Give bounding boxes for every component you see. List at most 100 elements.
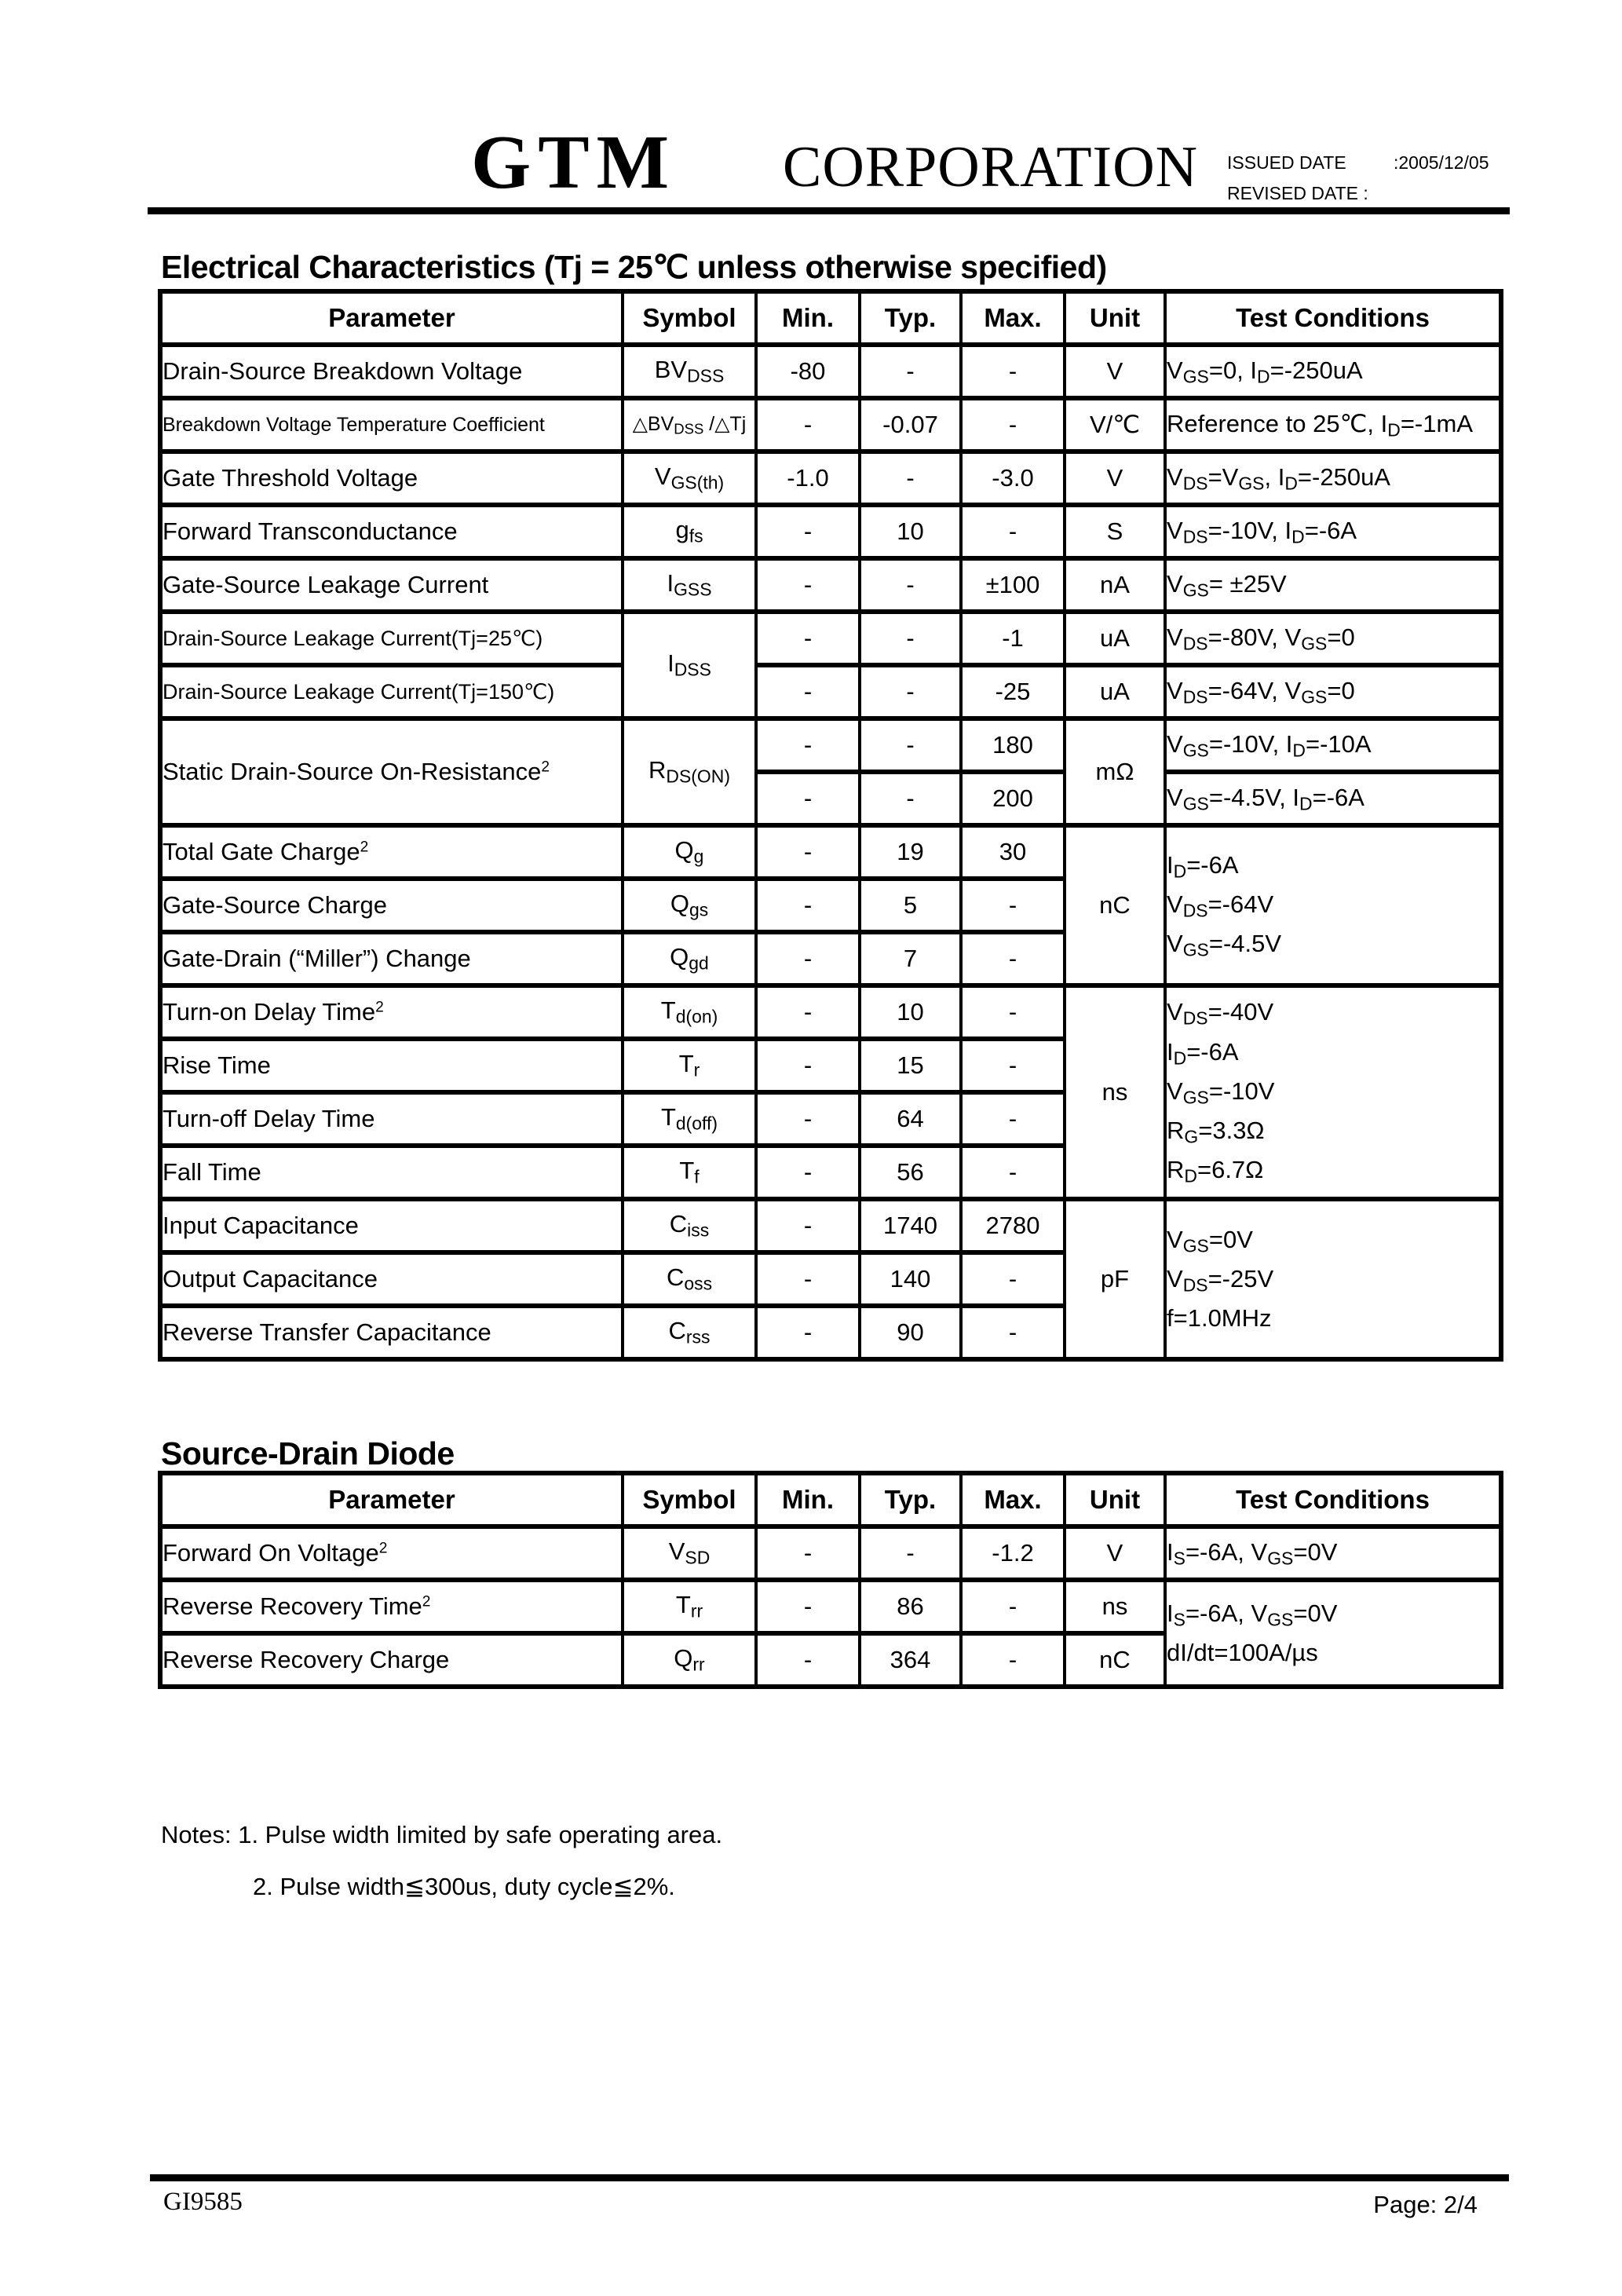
table-row: Turn-off Delay Time Td(off) -64- [159, 1090, 1501, 1148]
testcond-cell: VGS= ±25V [1164, 556, 1503, 614]
param-cell: Reverse Transfer Capacitance [159, 1303, 624, 1362]
spec-table: Parameter Symbol Min. Typ. Max. Unit Test Cond… [158, 1471, 1503, 1689]
symbol-cell: Tr [621, 1036, 758, 1095]
unit-cell: V [1063, 1524, 1167, 1582]
typ-cell: 64 [858, 1090, 963, 1148]
min-cell: -1.0 [754, 449, 861, 507]
col-header-unit: Unit [1063, 1471, 1167, 1529]
table-row: Turn-on Delay Time2 Td(on) -10- ns VDS=-40V I… [159, 983, 1503, 1201]
page-number: Page: 2/4 [1373, 2191, 1478, 2218]
unit-cell: nC [1063, 823, 1167, 988]
unit-cell: mΩ [1063, 716, 1167, 828]
testcond-cell: VGS=-4.5V, ID=-6A [1164, 770, 1503, 828]
symbol-cell: BVDSS [621, 342, 758, 400]
unit-cell: V/℃ [1063, 396, 1167, 454]
table-row: Gate-Source Leakage Current IGSS - - ±100 nA V… [159, 556, 1503, 614]
typ-cell: - [858, 609, 963, 667]
min-cell: - [754, 983, 861, 1041]
typ-cell: - [858, 663, 963, 721]
testcond-cell: VGS=0V VDS=-25V f=1.0MHz [1164, 1197, 1503, 1362]
col-header-max: Max. [959, 1471, 1066, 1529]
param-cell: Reverse Recovery Charge [159, 1631, 624, 1689]
param-cell: Fall Time [159, 1143, 624, 1201]
max-cell: - [959, 876, 1066, 934]
symbol-cell: Coss [621, 1250, 758, 1308]
col-header-typ: Typ. [858, 1471, 963, 1529]
col-header-typ: Typ. [858, 289, 963, 347]
min-cell: - [754, 1250, 861, 1308]
table-row: - -200 VGS=-4.5V, ID=-6A [160, 770, 1503, 828]
min-cell: - [754, 1143, 861, 1201]
min-cell: - [754, 930, 861, 988]
typ-cell: - [858, 556, 963, 614]
col-header-symbol: Symbol [621, 289, 758, 347]
symbol-cell: Tf [621, 1143, 758, 1201]
min-cell: - [754, 1303, 861, 1362]
symbol-cell: Td(off) [621, 1090, 758, 1148]
revised-date-row: REVISED DATE : [1227, 178, 1489, 209]
table-row: Drain-Source Leakage Current(Tj=150℃) - - -… [159, 663, 1503, 721]
param-cell: Drain-Source Breakdown Voltage [159, 342, 624, 400]
table-row: Reverse Recovery Time2 Trr -86- ns IS=-6A, V… [159, 1578, 1503, 1689]
min-cell: - [754, 1036, 861, 1095]
min-cell: - [754, 1524, 861, 1582]
min-cell: - [754, 1197, 861, 1255]
header-row: Parameter Symbol Min. Typ. Max. Unit Test Cond… [159, 289, 1503, 347]
max-cell: - [959, 503, 1066, 561]
typ-cell: 15 [858, 1036, 963, 1095]
min-cell: - [754, 1090, 861, 1148]
unit-cell: uA [1063, 609, 1167, 667]
unit-cell: ns [1063, 1578, 1167, 1636]
typ-cell: 7 [858, 930, 963, 988]
symbol-cell: Qg [621, 823, 758, 881]
param-cell: Gate-Source Charge [159, 876, 624, 934]
issued-date-value: :2005/12/05 [1394, 152, 1489, 173]
table-row: Reverse Transfer Capacitance Crss -90- [159, 1303, 1501, 1362]
symbol-cell: Td(on) [621, 983, 758, 1041]
param-cell: Drain-Source Leakage Current(Tj=150℃) [159, 663, 624, 721]
typ-cell: 10 [858, 503, 963, 561]
max-cell: - [959, 1578, 1066, 1636]
typ-cell: 5 [858, 876, 963, 934]
source-drain-diode-table: Parameter Symbol Min. Typ. Max. Unit Test Cond… [158, 1471, 1503, 1689]
testcond-cell: Reference to 25℃, ID=-1mA [1164, 396, 1503, 454]
col-header-min: Min. [754, 289, 861, 347]
unit-cell: V [1063, 449, 1167, 507]
testcond-cell: VDS=-64V, VGS=0 [1164, 663, 1503, 721]
max-cell: - [959, 1036, 1066, 1095]
max-cell: 30 [959, 823, 1066, 881]
issued-date-row: ISSUED DATE:2005/12/05 [1227, 148, 1489, 178]
min-cell: - [754, 876, 861, 934]
max-cell: - [959, 1631, 1066, 1689]
typ-cell: 86 [858, 1578, 963, 1636]
date-block: ISSUED DATE:2005/12/05 REVISED DATE : [1227, 148, 1489, 209]
footer-rule [150, 2174, 1509, 2181]
max-cell: 200 [959, 770, 1066, 828]
testcond-cell: IS=-6A, VGS=0V dI/dt=100A/µs [1164, 1578, 1503, 1689]
param-cell: Breakdown Voltage Temperature Coefficien… [159, 396, 624, 454]
unit-cell: S [1063, 503, 1167, 561]
max-cell: - [959, 1090, 1066, 1148]
table-row: Reverse Recovery Charge Qrr -364- nC [159, 1631, 1501, 1689]
min-cell: - [754, 556, 861, 614]
source-drain-diode-title: Source-Drain Diode [161, 1435, 455, 1472]
symbol-cell: Trr [621, 1578, 758, 1636]
gtm-logo: GTM [471, 120, 677, 205]
max-cell: 2780 [959, 1197, 1066, 1255]
symbol-cell: Qgs [621, 876, 758, 934]
col-header-min: Min. [754, 1471, 861, 1529]
table-row: Forward On Voltage2 VSD - - -1.2 V IS=-6A, VGS… [159, 1524, 1503, 1582]
param-cell: Total Gate Charge2 [159, 823, 624, 881]
typ-cell: 364 [858, 1631, 963, 1689]
spec-table: Parameter Symbol Min. Typ. Max. Unit Test Cond… [158, 289, 1503, 1362]
symbol-cell: VGS(th) [621, 449, 758, 507]
symbol-cell: IGSS [621, 556, 758, 614]
min-cell: - [754, 1631, 861, 1689]
symbol-cell: IDSS [621, 609, 758, 721]
table-row: Static Drain-Source On-Resistance2 RDS(ON… [159, 716, 1503, 828]
symbol-cell: Ciss [621, 1197, 758, 1255]
table-row: Gate-Source Charge Qgs -5- [159, 876, 1501, 934]
col-header-max: Max. [959, 289, 1066, 347]
param-cell: Input Capacitance [159, 1197, 624, 1255]
